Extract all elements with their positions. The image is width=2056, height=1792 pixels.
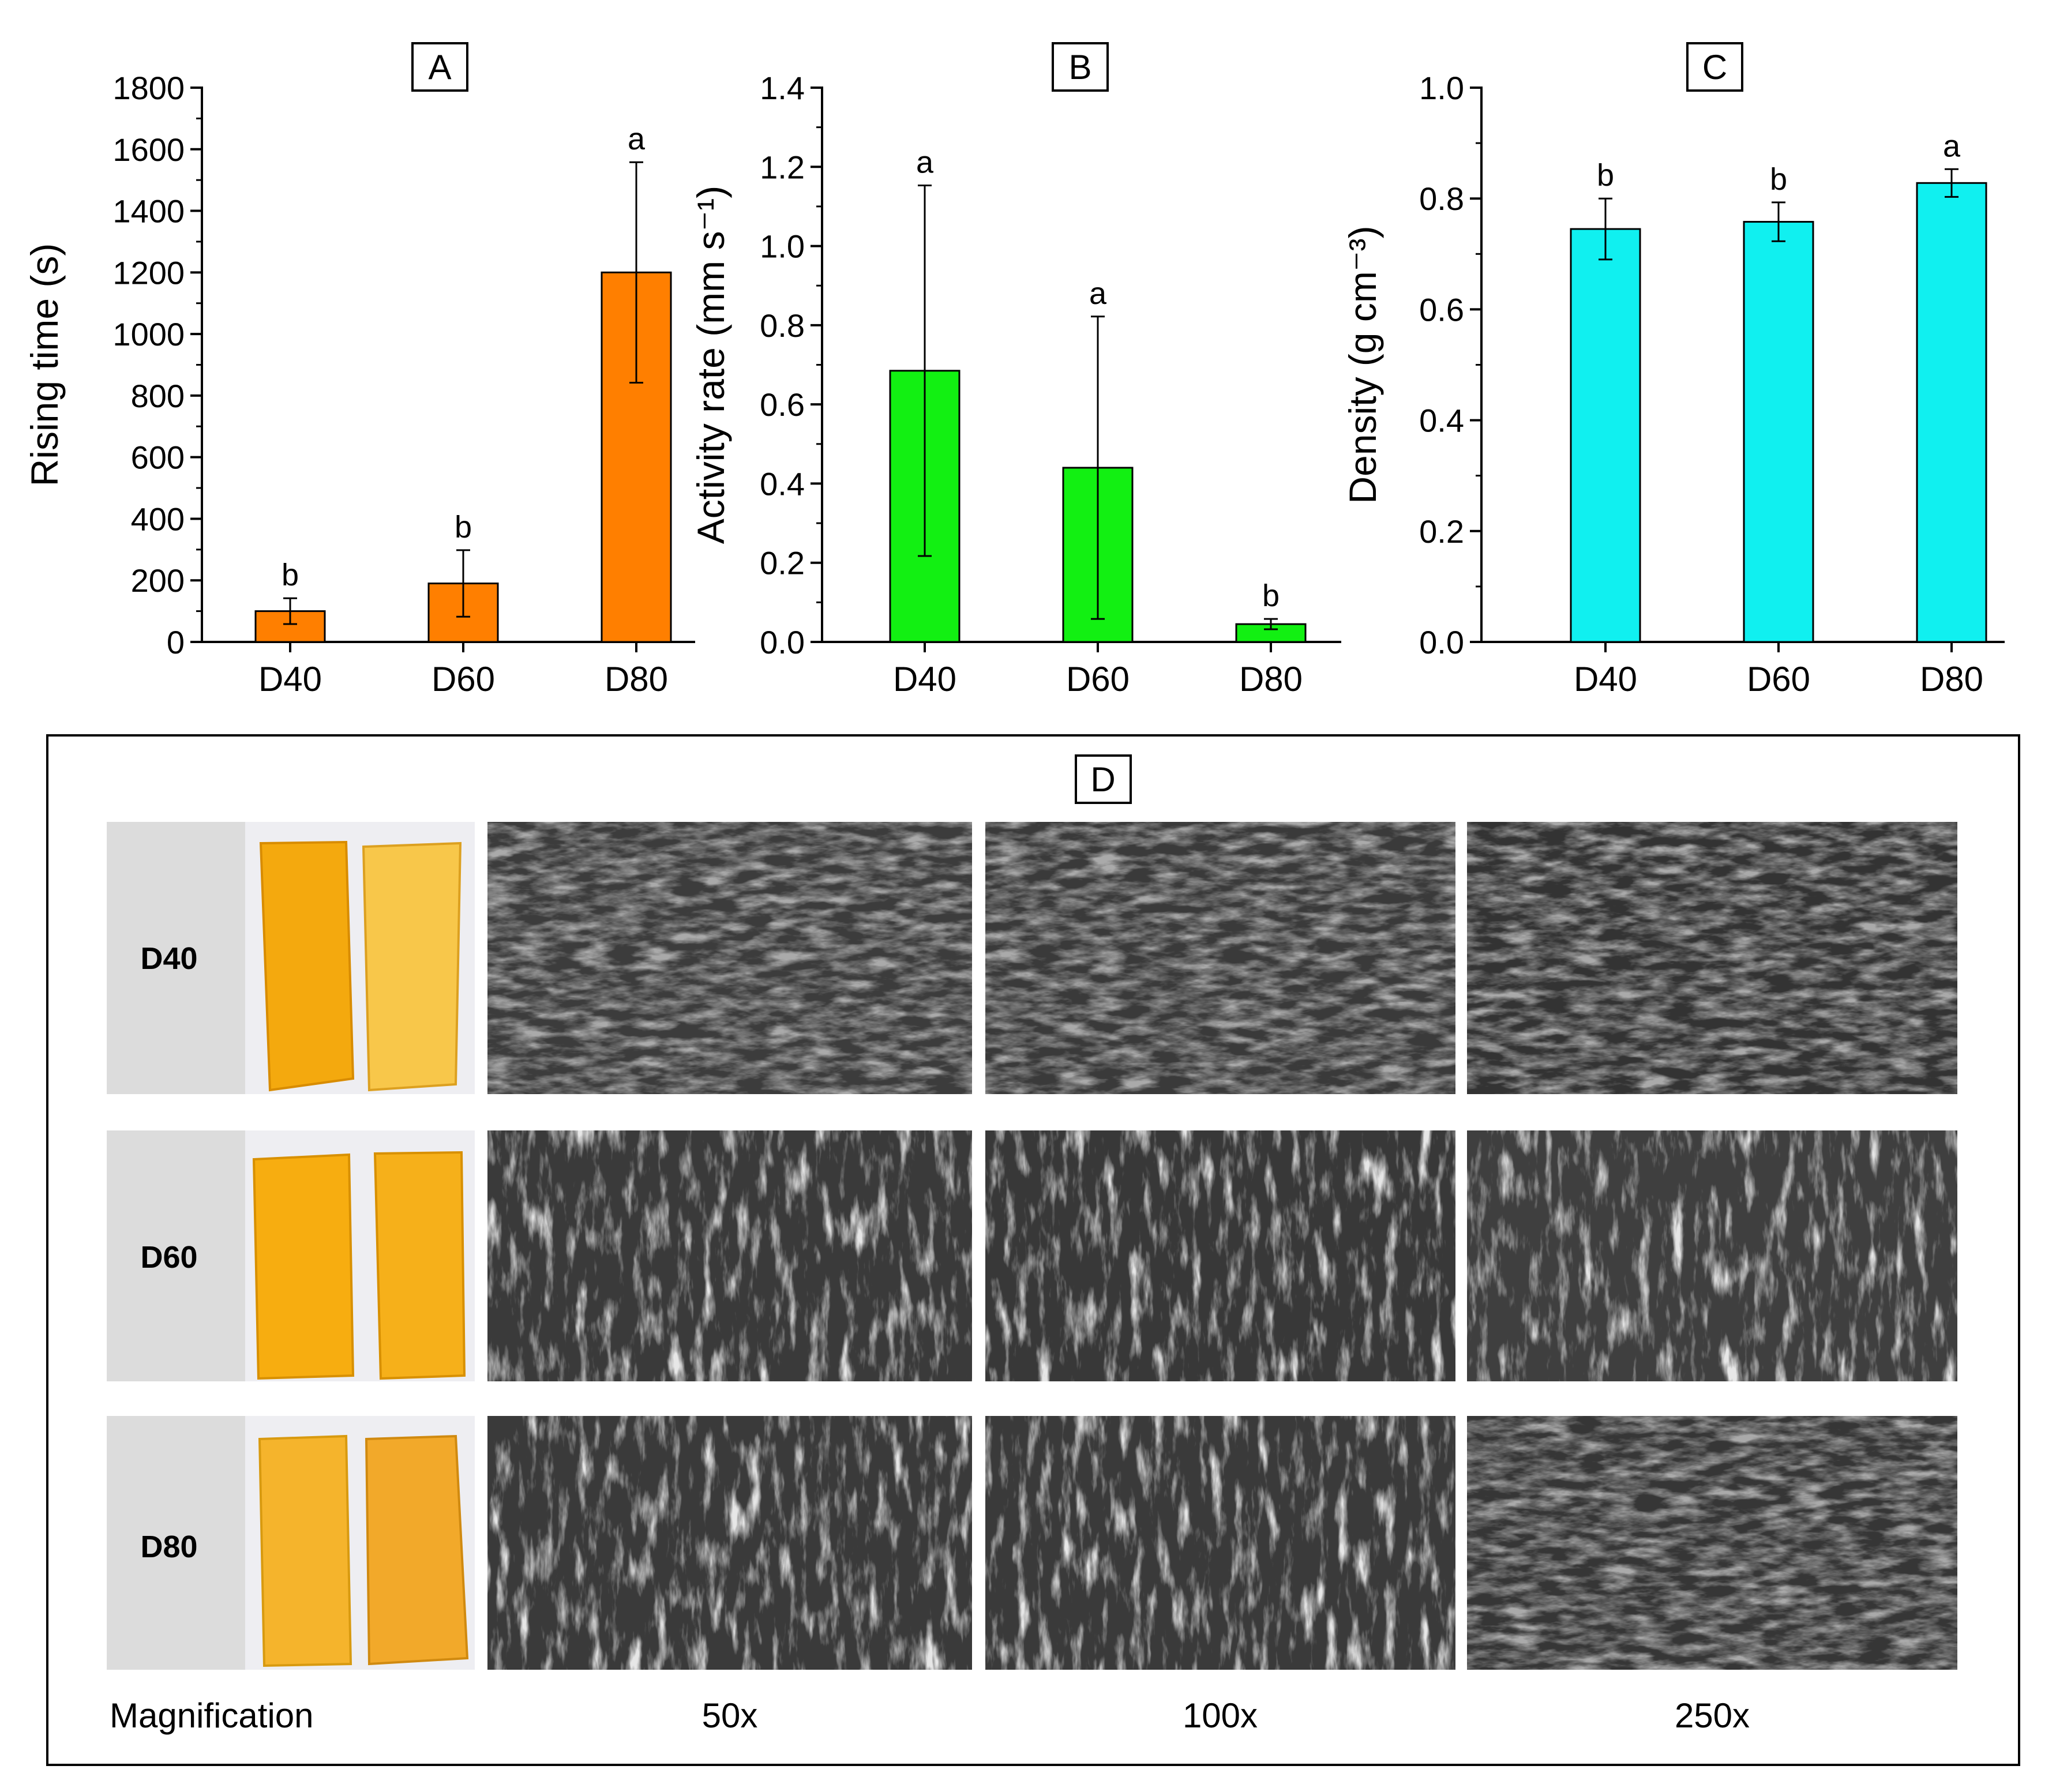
- y-tick-label: 0.0: [760, 624, 805, 660]
- y-tick-label: 1200: [112, 254, 185, 291]
- chart-panel-c: C 0.0 0.2 0.4 0.6 0.8 1.0 Density (g cm⁻³) b D40 b…: [1341, 42, 2005, 698]
- y-tick-label: 1400: [112, 193, 185, 230]
- magnification-250x: 250x: [1675, 1696, 1750, 1735]
- chart-panel-a: A 0 200 400 600 800 1000 1200 1400 1600 1800 Rising…: [23, 42, 695, 698]
- x-tick-label: D60: [1747, 660, 1810, 698]
- row-label: D40: [140, 941, 197, 976]
- sem-texture: [487, 1130, 972, 1381]
- y-axis-label: Activity rate (mm s⁻¹): [689, 186, 732, 544]
- x-tick-label: D40: [893, 660, 956, 698]
- significance-letter: b: [1770, 162, 1787, 197]
- sample-photo-right: [365, 1434, 469, 1666]
- sample-photo-left: [252, 1153, 355, 1380]
- chart-panel-b: B 0.0 0.2 0.4 0.6 0.8 1.0 1.2 1.4 Activity rate (…: [689, 42, 1341, 698]
- row-d60: D60: [107, 1130, 1957, 1381]
- y-tick-label: 400: [131, 501, 185, 537]
- panel-label: C: [1702, 48, 1727, 87]
- sample-photo-left: [259, 840, 355, 1092]
- x-tick-label: D80: [1920, 660, 1983, 698]
- sem-texture: [487, 822, 972, 1094]
- bar: [1916, 182, 1987, 643]
- panel-d-label-box: [1075, 754, 1132, 804]
- panel-label-box: [1052, 42, 1109, 92]
- significance-letter: b: [455, 510, 472, 544]
- row-label-cell: [107, 1130, 245, 1381]
- y-axis-label: Density (g cm⁻³): [1341, 226, 1384, 504]
- y-tick-label: 0: [167, 624, 185, 660]
- significance-letter: a: [628, 122, 646, 156]
- y-tick-label: 1.0: [760, 228, 805, 265]
- y-axis-label: Rising time (s): [23, 243, 66, 487]
- panel-label: A: [428, 48, 451, 87]
- sample-photo-right: [362, 841, 462, 1092]
- row-label-cell: [107, 1416, 245, 1670]
- significance-letter: b: [1262, 578, 1280, 613]
- y-tick-label: 1800: [112, 70, 185, 106]
- sem-texture: [487, 1416, 972, 1670]
- sem-texture: [985, 1416, 1455, 1670]
- x-tick-label: D40: [258, 660, 322, 698]
- y-tick-label: 1600: [112, 132, 185, 168]
- y-tick-label: 0.4: [760, 465, 805, 502]
- panel-label: B: [1068, 48, 1091, 87]
- y-tick-label: 0.6: [760, 386, 805, 423]
- y-tick-label: 1000: [112, 316, 185, 352]
- y-tick-label: 0.4: [1419, 403, 1464, 439]
- x-tick-label: D40: [1574, 660, 1637, 698]
- sem-texture: [985, 1130, 1455, 1381]
- significance-letter: a: [916, 145, 934, 180]
- panel-d-frame: [46, 734, 2020, 1766]
- significance-letter: a: [1943, 129, 1961, 163]
- y-tick-label: 1.4: [760, 70, 805, 106]
- row-d80: D80: [107, 1416, 1957, 1670]
- x-tick-label: D80: [1239, 660, 1303, 698]
- sample-photo-right: [373, 1151, 466, 1380]
- sem-texture: [985, 822, 1455, 1094]
- y-tick-label: 600: [131, 439, 185, 476]
- y-tick-label: 0.2: [1419, 513, 1464, 550]
- bar: [1570, 228, 1641, 643]
- magnification-50x: 50x: [702, 1696, 758, 1735]
- panel-d: D D40 D60: [46, 734, 2020, 1766]
- x-tick-label: D60: [1066, 660, 1130, 698]
- sem-texture: [1467, 1416, 1957, 1670]
- panel-label-box: [1686, 42, 1743, 92]
- y-tick-label: 0.8: [760, 307, 805, 344]
- y-tick-label: 200: [131, 562, 185, 599]
- panel-label-box: [411, 42, 468, 92]
- y-tick-label: 0.2: [760, 545, 805, 581]
- row-d40: D40: [107, 822, 1957, 1094]
- magnification-100x: 100x: [1183, 1696, 1258, 1735]
- charts-layer: A 0 200 400 600 800 1000 1200 1400 1600 1800 Rising…: [23, 42, 2005, 698]
- x-tick-label: D60: [432, 660, 495, 698]
- y-tick-label: 1.0: [1419, 70, 1464, 106]
- significance-letter: b: [1597, 158, 1614, 193]
- sem-texture: [1467, 822, 1957, 1094]
- bar: [1743, 221, 1814, 643]
- row-label: D60: [140, 1240, 197, 1275]
- y-tick-label: 800: [131, 378, 185, 414]
- y-tick-label: 0.6: [1419, 291, 1464, 328]
- y-tick-label: 1.2: [760, 149, 805, 185]
- significance-letter: b: [282, 558, 299, 592]
- y-tick-label: 0.8: [1419, 181, 1464, 217]
- sample-photo-left: [258, 1434, 352, 1667]
- row-label-cell: [107, 822, 245, 1094]
- sem-texture: [1467, 1130, 1957, 1381]
- x-tick-label: D80: [605, 660, 668, 698]
- magnification-label: Magnification: [110, 1696, 314, 1735]
- y-tick-label: 0.0: [1419, 624, 1464, 660]
- significance-letter: a: [1089, 276, 1107, 311]
- row-label: D80: [140, 1530, 197, 1564]
- panel-d-label: D: [1090, 760, 1115, 799]
